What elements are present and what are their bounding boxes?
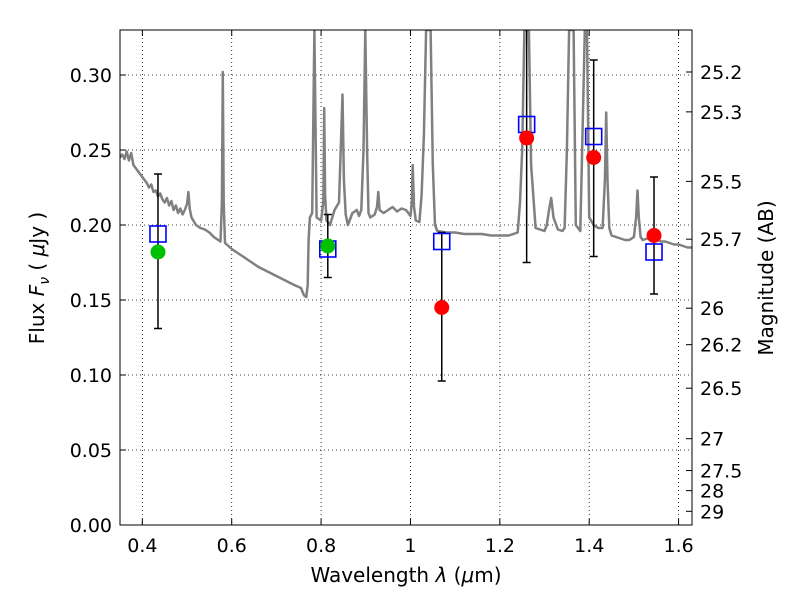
- x-tick-label: 1.6: [663, 535, 693, 557]
- y-axis-title-right: Magnitude (AB): [754, 200, 778, 355]
- y-axis-title-unit-rest: Jy ): [25, 212, 49, 246]
- x-tick-label: 0.6: [217, 535, 247, 557]
- x-tick-label: 1.2: [485, 535, 515, 557]
- observed-photometry-point: [646, 228, 662, 243]
- plot-frame: [119, 29, 693, 526]
- model-photometry-square: [645, 243, 663, 261]
- x-axis-title-text: Wavelength: [310, 563, 429, 587]
- right-tick-label: 27: [700, 429, 724, 451]
- model-photometry-square: [584, 127, 603, 146]
- y-axis-title-unit-mu: μ: [25, 244, 49, 258]
- plot-area: [120, 30, 692, 382]
- right-tick-label: 29: [700, 501, 724, 523]
- x-axis-title-symbol: λ: [434, 563, 447, 587]
- y-axis-title-text: Flux: [25, 302, 49, 344]
- x-axis-title-unit-mu: μ: [461, 563, 475, 587]
- right-tick-label: 26.2: [700, 335, 742, 357]
- x-axis-title: Wavelength λ (μm): [310, 563, 501, 587]
- x-axis-title-unit-open: (: [447, 563, 461, 587]
- x-tick-label: 1: [404, 535, 416, 557]
- observed-photometry-point: [434, 300, 450, 315]
- y-axis-title-subscript: ν: [37, 277, 53, 285]
- right-tick-label: 25.7: [700, 229, 742, 251]
- clipped-data: [120, 30, 692, 382]
- y-tick-label: 0.25: [70, 140, 112, 162]
- x-tick-label: 0.8: [306, 535, 336, 557]
- axis-tick-labels: 0.4 0.6 0.8 1 1.2 1.4 1.6 0.00 0.05 0.10 0.15 0.20 0…: [70, 62, 743, 557]
- right-tick-label: 25.2: [700, 62, 742, 84]
- observed-photometry-point: [320, 238, 336, 254]
- y-axis-title-symbol: F: [25, 284, 49, 296]
- y-tick-label: 0.20: [70, 215, 112, 237]
- observed-photometry-point: [586, 150, 602, 165]
- right-tick-label: 26.5: [700, 378, 742, 400]
- model-spectrum-line: [120, 30, 692, 299]
- x-tick-label: 1.4: [574, 535, 604, 557]
- y-tick-label: 0.10: [70, 365, 112, 387]
- model-photometry-square: [432, 232, 451, 251]
- y-axis-title-left: Flux Fν ( μJy ): [25, 212, 53, 344]
- right-tick-label: 25.5: [700, 171, 742, 193]
- right-tick-label: 25.3: [700, 102, 742, 124]
- y-tick-label: 0.00: [70, 515, 112, 537]
- right-tick-label: 26: [700, 298, 724, 320]
- x-tick-label: 0.4: [127, 535, 157, 557]
- grid-lines: [120, 30, 692, 526]
- observed-photometry-point: [150, 244, 166, 260]
- x-axis-title-unit-rest: m): [474, 563, 501, 587]
- y-tick-label: 0.15: [70, 290, 112, 312]
- model-photometry-square: [149, 225, 167, 243]
- right-tick-label: 27.5: [700, 461, 742, 483]
- observed-photometry-point: [519, 130, 535, 146]
- y-tick-label: 0.30: [70, 65, 112, 87]
- y-axis-title-unit-open: (: [25, 263, 49, 271]
- axis-ticks: [120, 30, 692, 526]
- y-tick-label: 0.05: [70, 440, 112, 462]
- right-tick-label: 28: [700, 481, 724, 503]
